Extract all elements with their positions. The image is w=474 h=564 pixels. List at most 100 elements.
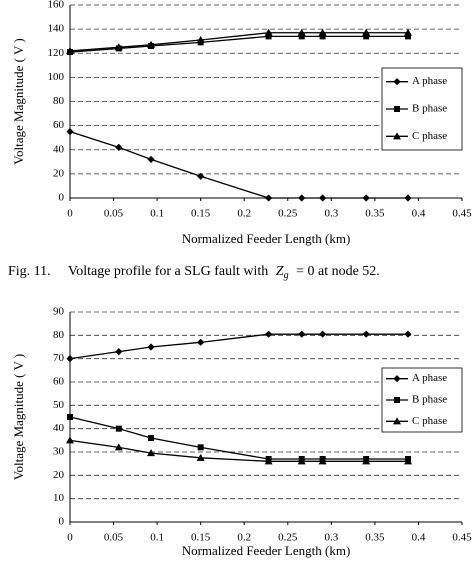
y-tick-label: 70 (53, 352, 65, 364)
marker (363, 33, 370, 40)
y-tick-label: 50 (53, 399, 65, 411)
marker (147, 449, 156, 457)
x-tick-label: 0.4 (412, 532, 426, 544)
y-tick-label: 60 (53, 376, 65, 388)
marker (114, 43, 123, 51)
marker (394, 397, 400, 403)
marker (362, 194, 370, 202)
marker (298, 33, 305, 40)
series-line (69, 416, 408, 460)
y-tick-label: 90 (53, 306, 65, 318)
y-tick-label: 20 (53, 469, 65, 481)
marker (297, 28, 306, 36)
x-tick-label: 0.15 (191, 532, 211, 544)
marker (393, 375, 401, 383)
marker (114, 443, 123, 451)
caption-text: = 0 at node 52. (296, 264, 380, 279)
marker (298, 330, 306, 338)
marker (66, 46, 74, 54)
x-tick-label: 0.35 (365, 208, 385, 220)
legend-label: A phase (412, 372, 447, 384)
marker (115, 143, 123, 151)
marker (147, 155, 155, 163)
caption-label: Fig. 11. (8, 264, 51, 279)
x-tick-label: 0.4 (412, 208, 426, 220)
x-axis-title: Normalized Feeder Length (km) (182, 543, 351, 558)
x-tick-label: 0.3 (324, 208, 338, 220)
marker (115, 425, 122, 432)
y-tick-label: 0 (59, 192, 65, 204)
y-tick-label: 0 (59, 516, 65, 528)
marker (197, 444, 204, 451)
marker (404, 33, 411, 40)
x-tick-label: 0.2 (237, 208, 251, 220)
caption-subscript: g (284, 270, 289, 281)
legend-label: C phase (412, 415, 447, 427)
marker (394, 106, 400, 112)
y-tick-label: 10 (53, 492, 65, 504)
x-tick-label: 0.1 (150, 208, 164, 220)
y-tick-label: 80 (53, 95, 65, 107)
marker (265, 33, 272, 40)
marker (393, 132, 401, 140)
marker (404, 330, 412, 338)
marker (319, 33, 326, 40)
x-tick-label: 0.3 (324, 532, 338, 544)
marker (393, 417, 401, 425)
x-tick-label: 0.45 (452, 532, 472, 544)
marker (66, 355, 74, 363)
legend-label: B phase (412, 103, 447, 115)
x-axis-title: Normalized Feeder Length (km) (182, 231, 351, 246)
marker (319, 194, 327, 202)
x-tick-label: 0.05 (104, 532, 124, 544)
x-tick-label: 0.35 (365, 532, 385, 544)
y-axis-title: Voltage Magnitude ( V ) (11, 38, 26, 164)
marker (403, 457, 412, 465)
marker (393, 78, 401, 86)
y-tick-label: 120 (48, 47, 65, 59)
series-line (69, 439, 408, 462)
legend-label: C phase (412, 130, 447, 142)
marker (362, 330, 370, 338)
marker (264, 28, 273, 36)
marker (265, 194, 273, 202)
marker (404, 194, 412, 202)
x-tick-label: 0.1 (150, 532, 164, 544)
marker (264, 457, 273, 465)
marker (318, 28, 327, 36)
marker (403, 28, 412, 36)
marker (147, 40, 156, 48)
marker (147, 343, 155, 351)
legend-label: B phase (412, 394, 447, 406)
y-tick-label: 40 (53, 143, 65, 155)
x-tick-label: 0 (67, 532, 73, 544)
y-tick-label: 20 (53, 167, 65, 179)
marker (319, 330, 327, 338)
y-tick-label: 30 (53, 446, 65, 458)
marker (67, 414, 73, 420)
marker (265, 330, 273, 338)
caption-symbol: Z (276, 264, 284, 279)
y-tick-label: 100 (48, 71, 65, 83)
x-tick-label: 0.25 (278, 532, 298, 544)
caption: Fig. 11. Voltage profile for a SLG fault… (8, 264, 380, 283)
x-tick-label: 0.05 (104, 208, 124, 220)
series-line (69, 131, 408, 199)
marker (298, 194, 306, 202)
y-tick-label: 60 (53, 119, 65, 131)
y-axis-title: Voltage Magnitude ( V ) (11, 354, 26, 480)
y-tick-label: 160 (48, 0, 65, 11)
x-tick-label: 0 (67, 208, 73, 220)
marker (115, 348, 123, 356)
marker (197, 338, 205, 346)
marker (197, 172, 205, 180)
y-tick-label: 80 (53, 329, 65, 341)
marker (318, 457, 327, 465)
marker (148, 435, 155, 441)
x-tick-label: 0.15 (191, 208, 211, 220)
marker (66, 436, 74, 444)
series-line (69, 333, 408, 360)
marker (362, 28, 371, 36)
marker (66, 128, 74, 136)
